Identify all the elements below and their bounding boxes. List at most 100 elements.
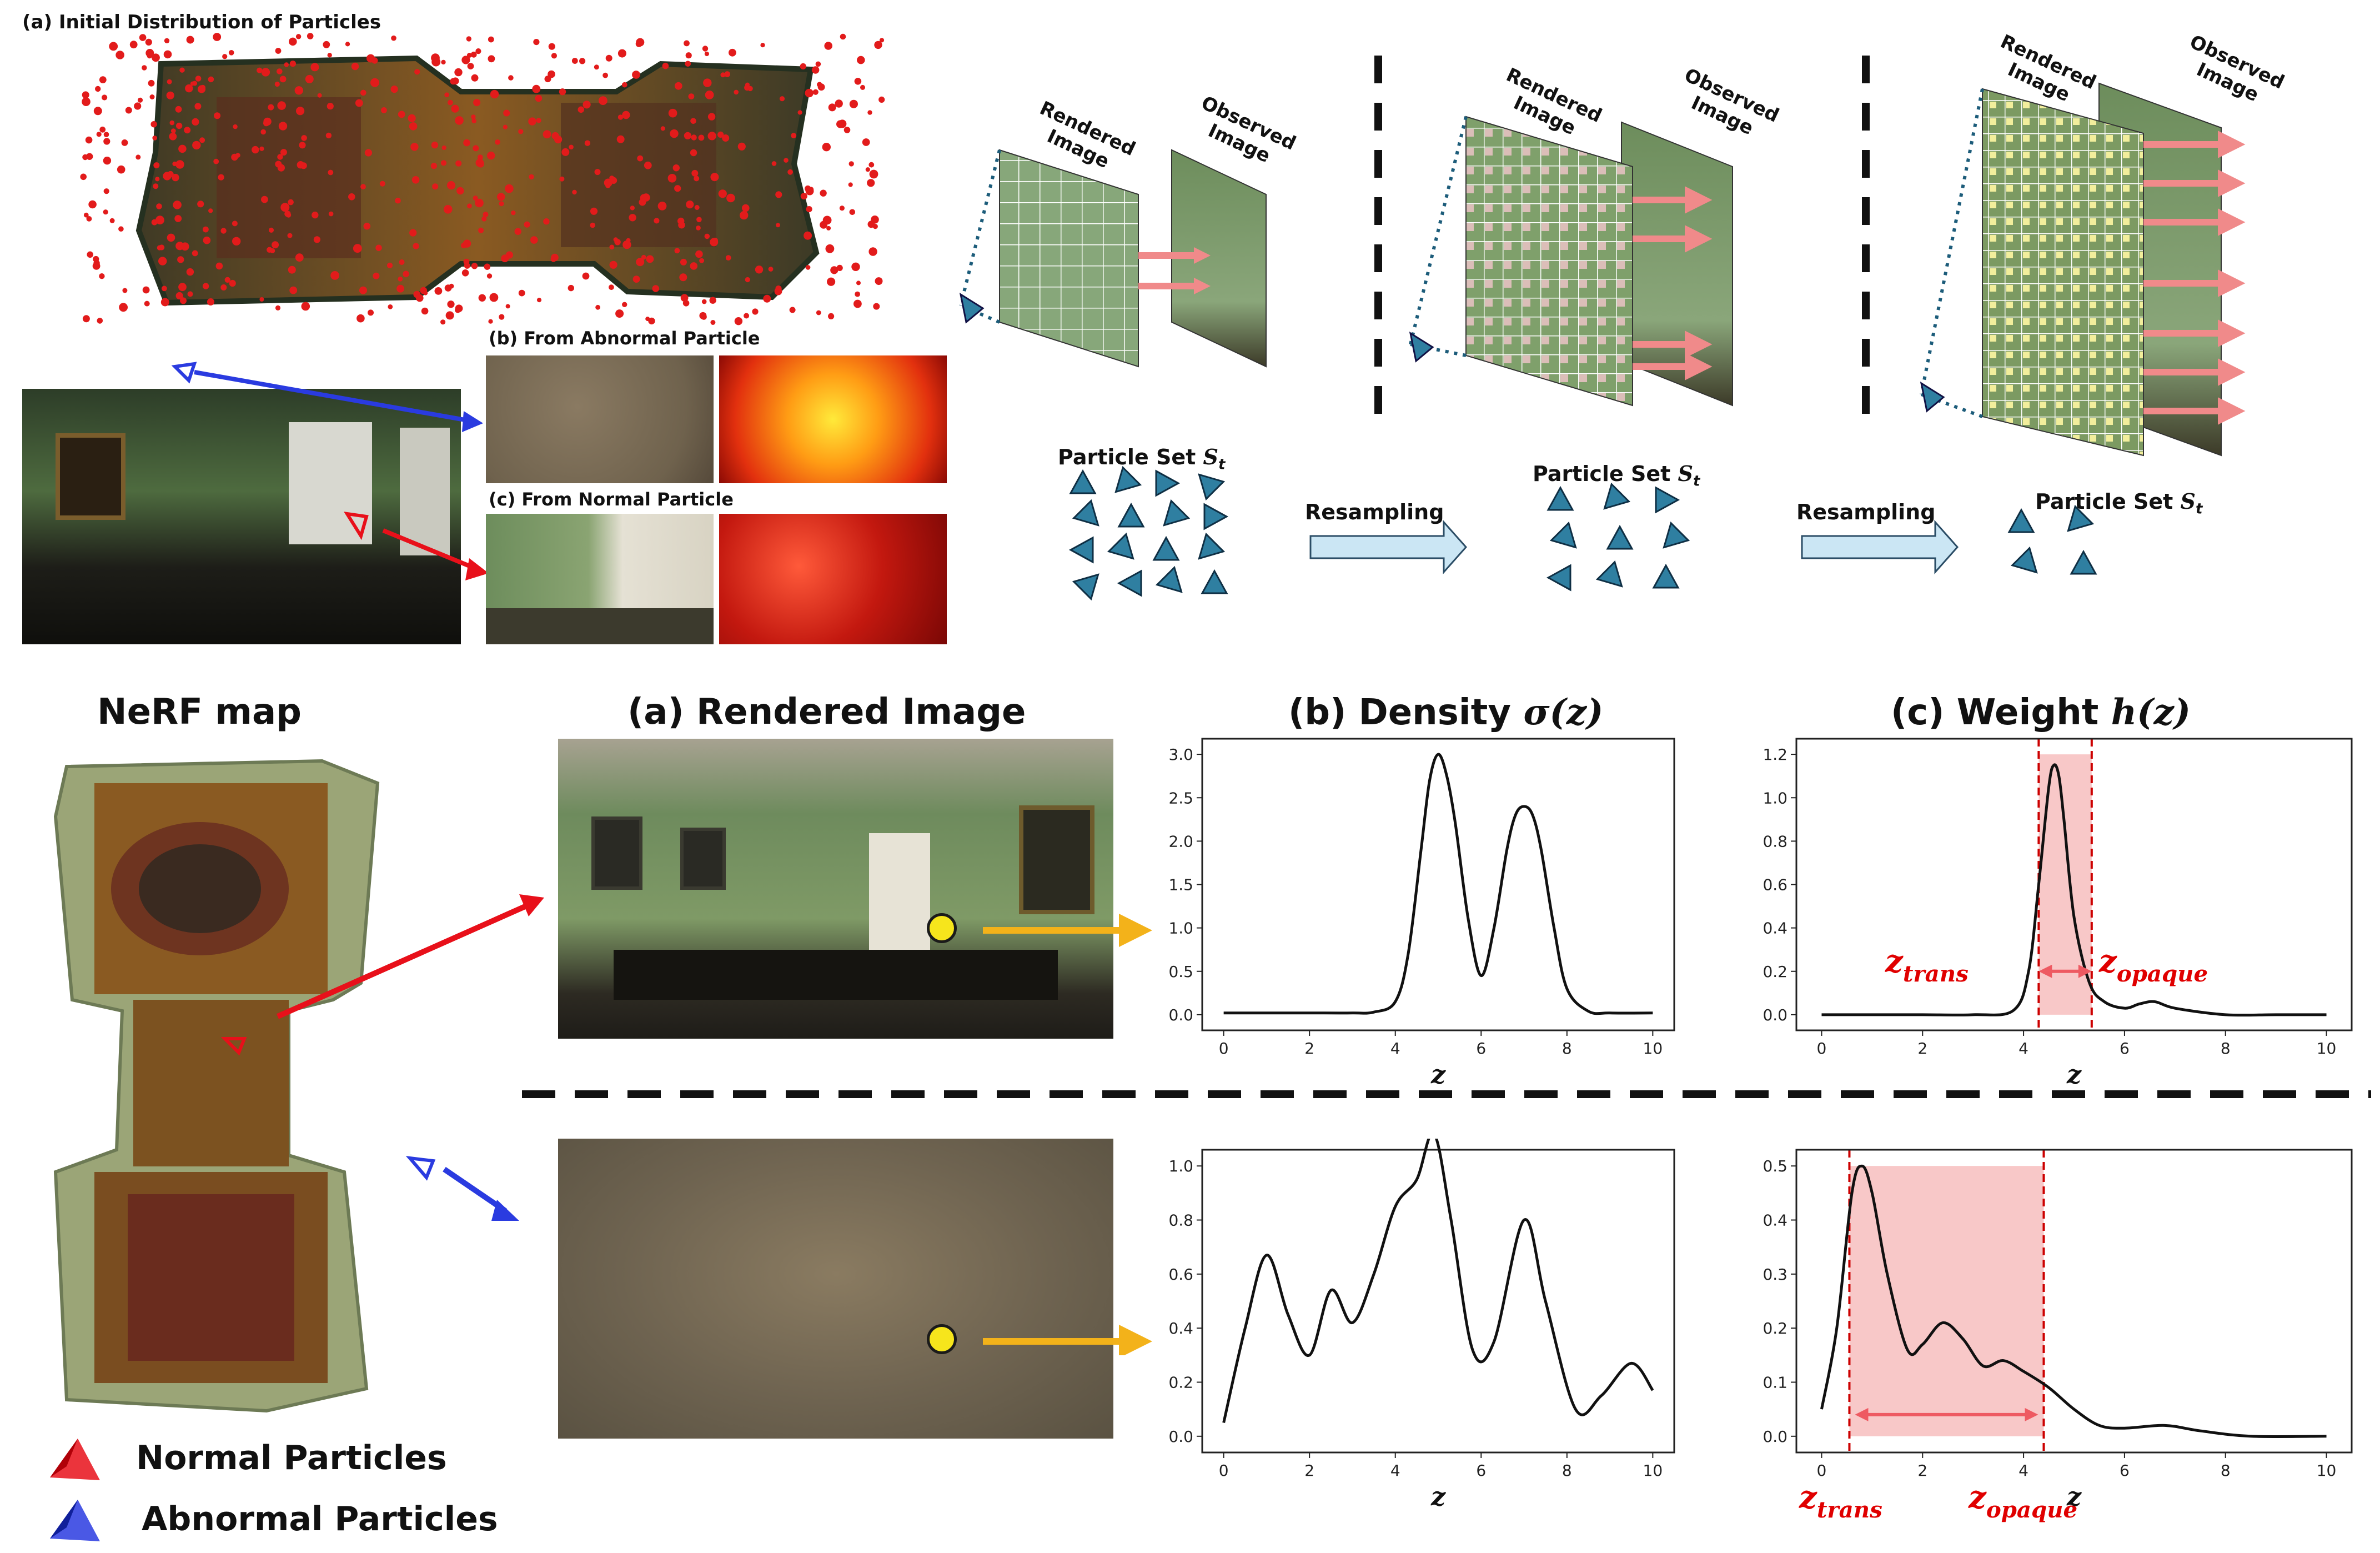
initial-particle	[579, 58, 586, 64]
initial-particle	[499, 314, 505, 320]
initial-particle	[776, 223, 780, 228]
initial-particle	[853, 299, 862, 308]
map-to-view-arrows	[276, 894, 544, 1221]
initial-particle	[690, 149, 697, 157]
initial-particle	[155, 177, 160, 182]
initial-particle	[849, 99, 858, 108]
particle-pose	[1069, 469, 1097, 494]
plot-frame	[1201, 1149, 1675, 1454]
initial-particle	[232, 221, 238, 227]
initial-particle	[878, 96, 885, 103]
initial-particle	[718, 189, 727, 198]
initial-particle	[873, 303, 880, 310]
initial-particle	[277, 68, 283, 74]
pixel-marker-normal	[927, 913, 957, 943]
initial-particle	[849, 209, 856, 216]
initial-particle	[475, 198, 484, 208]
initial-particle	[195, 76, 202, 82]
y-tick-label: 1.0	[1763, 789, 1787, 807]
initial-particle	[691, 134, 697, 141]
initial-particle	[96, 132, 102, 137]
initial-particle	[763, 294, 771, 303]
normal-rgb-view	[486, 514, 714, 644]
initial-particle	[709, 297, 716, 304]
y-tick-label: 0.0	[1168, 1006, 1193, 1024]
initial-particle	[119, 303, 128, 312]
initial-particle	[609, 244, 615, 250]
y-tick-label: 0.6	[1763, 876, 1787, 894]
x-tick-label: 0	[1219, 1039, 1229, 1058]
initial-particle	[497, 193, 505, 201]
initial-particle	[199, 137, 205, 143]
initial-particle	[489, 293, 499, 302]
initial-particle	[97, 318, 103, 324]
y-tick-label: 0.5	[1168, 963, 1193, 981]
initial-particle	[518, 289, 525, 297]
initial-particle	[261, 68, 270, 77]
initial-particle	[129, 41, 138, 49]
initial-particle	[705, 91, 714, 99]
initial-particle	[461, 56, 470, 64]
initial-particle	[284, 62, 289, 67]
z-trans-label: ztrans	[1885, 943, 1969, 987]
density-plot-abnormal: 0 2 4 6 8 10 0.0 0.2 0.4 0.6 0.8 1.0 z	[1168, 1139, 1675, 1511]
initial-particle	[95, 86, 101, 92]
initial-particle	[142, 286, 150, 294]
initial-particle	[590, 207, 598, 215]
initial-particle	[630, 206, 635, 211]
initial-particle	[529, 174, 534, 180]
initial-particle	[851, 262, 860, 271]
initial-particle	[486, 273, 493, 279]
initial-particle	[328, 169, 334, 176]
plot-frame	[1795, 1149, 2353, 1454]
initial-particle	[259, 297, 264, 302]
initial-particle	[679, 273, 687, 282]
z-opaque-label: zopaque	[2098, 943, 2208, 987]
initial-particle	[325, 132, 332, 139]
initial-particle	[617, 114, 624, 120]
initial-particle	[696, 217, 702, 223]
y-tick-label: 1.0	[1168, 919, 1193, 938]
initial-particle	[817, 83, 825, 91]
initial-particle	[622, 82, 627, 88]
particle-pose	[1549, 521, 1577, 549]
initial-particle	[868, 162, 875, 168]
initial-particle	[169, 132, 177, 141]
initial-particle	[149, 94, 155, 99]
initial-particle	[160, 298, 169, 307]
initial-particle	[233, 124, 238, 129]
x-tick-label: 10	[2317, 1461, 2337, 1480]
initial-particle	[471, 118, 476, 123]
initial-particle	[605, 54, 612, 62]
initial-particle	[170, 128, 176, 134]
initial-particle	[703, 78, 712, 87]
initial-particle	[409, 229, 417, 237]
row-divider	[522, 1090, 2371, 1098]
initial-particle	[787, 169, 793, 175]
initial-particle	[800, 193, 807, 200]
y-tick-label: 0.6	[1168, 1265, 1193, 1284]
initial-particle	[875, 277, 883, 285]
initial-particle	[704, 233, 710, 239]
initial-particle	[116, 51, 124, 59]
x-tick-label: 0	[1219, 1461, 1229, 1480]
initial-particle	[672, 164, 680, 172]
initial-particle	[121, 139, 128, 146]
y-tick-label: 0.4	[1168, 1319, 1193, 1337]
rendered-image-normal	[558, 739, 1113, 1039]
initial-particle	[441, 145, 446, 151]
initial-particle	[688, 93, 695, 99]
initial-particle	[667, 174, 677, 183]
initial-particle	[197, 201, 204, 208]
initial-particle	[477, 161, 484, 168]
initial-particle	[222, 54, 228, 59]
initial-particle	[263, 120, 269, 127]
initial-particle	[789, 307, 796, 313]
initial-particle	[203, 226, 209, 233]
initial-particle	[145, 49, 154, 57]
density-column-title: (b) Density σ(z)	[1288, 692, 1604, 733]
initial-particle	[824, 42, 832, 50]
initial-particle	[690, 118, 696, 124]
initial-particle	[296, 107, 305, 116]
initial-particle	[444, 92, 449, 97]
